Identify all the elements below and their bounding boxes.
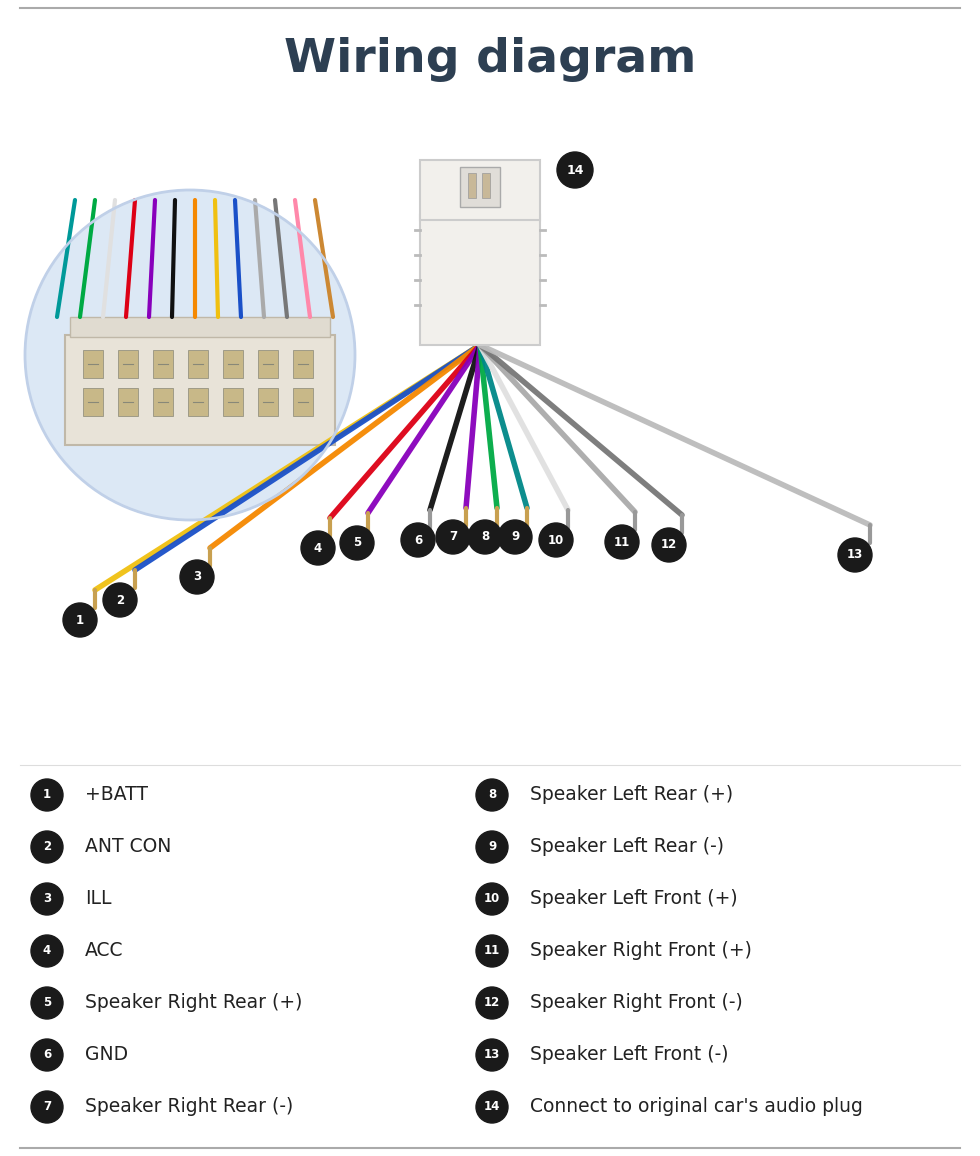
Text: ACC: ACC <box>85 941 123 961</box>
Text: 14: 14 <box>566 163 584 177</box>
Text: 1: 1 <box>75 614 84 627</box>
Circle shape <box>31 1091 63 1122</box>
Text: 6: 6 <box>43 1048 51 1061</box>
Circle shape <box>476 1039 508 1070</box>
Circle shape <box>557 151 593 188</box>
Text: 1: 1 <box>43 788 51 801</box>
Circle shape <box>476 831 508 864</box>
Text: 12: 12 <box>661 539 677 551</box>
Bar <box>83 388 103 416</box>
Text: Speaker Left Rear (+): Speaker Left Rear (+) <box>530 785 733 805</box>
Circle shape <box>31 1039 63 1070</box>
Text: 14: 14 <box>484 1101 500 1113</box>
Circle shape <box>476 883 508 916</box>
Text: 12: 12 <box>484 996 500 1009</box>
Text: 13: 13 <box>847 548 863 562</box>
Text: 3: 3 <box>193 571 201 584</box>
Circle shape <box>476 779 508 812</box>
Bar <box>223 388 243 416</box>
Text: Speaker Left Front (-): Speaker Left Front (-) <box>530 1045 728 1065</box>
Bar <box>258 388 278 416</box>
Circle shape <box>340 526 374 560</box>
Text: 4: 4 <box>43 944 51 957</box>
Text: +BATT: +BATT <box>85 785 148 805</box>
Text: 3: 3 <box>43 892 51 905</box>
Text: 7: 7 <box>449 531 457 543</box>
Circle shape <box>476 1091 508 1122</box>
Text: 11: 11 <box>484 944 500 957</box>
Circle shape <box>31 987 63 1018</box>
Text: Speaker Right Rear (-): Speaker Right Rear (-) <box>85 1097 293 1117</box>
Circle shape <box>31 831 63 864</box>
Text: 13: 13 <box>484 1048 500 1061</box>
Circle shape <box>498 520 532 554</box>
Bar <box>293 388 313 416</box>
Circle shape <box>652 528 686 562</box>
FancyBboxPatch shape <box>420 160 540 220</box>
Bar <box>153 350 173 378</box>
Circle shape <box>180 560 214 594</box>
Text: 10: 10 <box>548 534 564 547</box>
Text: 6: 6 <box>414 534 422 547</box>
Circle shape <box>476 935 508 968</box>
Text: 5: 5 <box>353 536 361 549</box>
Bar <box>188 388 208 416</box>
Bar <box>118 350 138 378</box>
Text: Connect to original car's audio plug: Connect to original car's audio plug <box>530 1097 862 1117</box>
Text: 9: 9 <box>511 531 519 543</box>
Text: Speaker Left Rear (-): Speaker Left Rear (-) <box>530 837 724 857</box>
Bar <box>482 173 490 198</box>
Text: 9: 9 <box>488 840 496 853</box>
Circle shape <box>539 523 573 557</box>
FancyBboxPatch shape <box>65 335 335 445</box>
Text: 8: 8 <box>481 531 489 543</box>
Text: 11: 11 <box>613 535 630 548</box>
Bar <box>153 388 173 416</box>
Text: 7: 7 <box>43 1101 51 1113</box>
Circle shape <box>63 603 97 637</box>
Bar <box>188 350 208 378</box>
Circle shape <box>401 523 435 557</box>
Circle shape <box>436 520 470 554</box>
Bar <box>223 350 243 378</box>
Text: Speaker Right Front (+): Speaker Right Front (+) <box>530 941 752 961</box>
Circle shape <box>838 538 872 572</box>
Text: Wiring diagram: Wiring diagram <box>284 37 696 82</box>
Bar <box>118 388 138 416</box>
Text: GND: GND <box>85 1045 128 1065</box>
Bar <box>70 317 330 338</box>
Circle shape <box>103 583 137 617</box>
Circle shape <box>25 190 355 520</box>
Bar <box>83 350 103 378</box>
Text: Speaker Right Rear (+): Speaker Right Rear (+) <box>85 993 303 1013</box>
Text: 5: 5 <box>43 996 51 1009</box>
Text: 2: 2 <box>116 593 124 607</box>
Circle shape <box>31 883 63 916</box>
Circle shape <box>31 779 63 812</box>
Bar <box>468 173 476 198</box>
Text: Speaker Right Front (-): Speaker Right Front (-) <box>530 993 743 1013</box>
Circle shape <box>301 531 335 565</box>
Text: 4: 4 <box>314 541 322 555</box>
Bar <box>293 350 313 378</box>
Circle shape <box>31 935 63 968</box>
Bar <box>460 166 500 207</box>
Bar <box>258 350 278 378</box>
FancyBboxPatch shape <box>420 215 540 344</box>
Text: 10: 10 <box>484 892 500 905</box>
Text: Speaker Left Front (+): Speaker Left Front (+) <box>530 889 738 909</box>
Text: 2: 2 <box>43 840 51 853</box>
Circle shape <box>468 520 502 554</box>
Circle shape <box>476 987 508 1018</box>
Text: ILL: ILL <box>85 889 112 909</box>
Text: 8: 8 <box>488 788 496 801</box>
Text: ANT CON: ANT CON <box>85 837 172 857</box>
Circle shape <box>605 525 639 560</box>
